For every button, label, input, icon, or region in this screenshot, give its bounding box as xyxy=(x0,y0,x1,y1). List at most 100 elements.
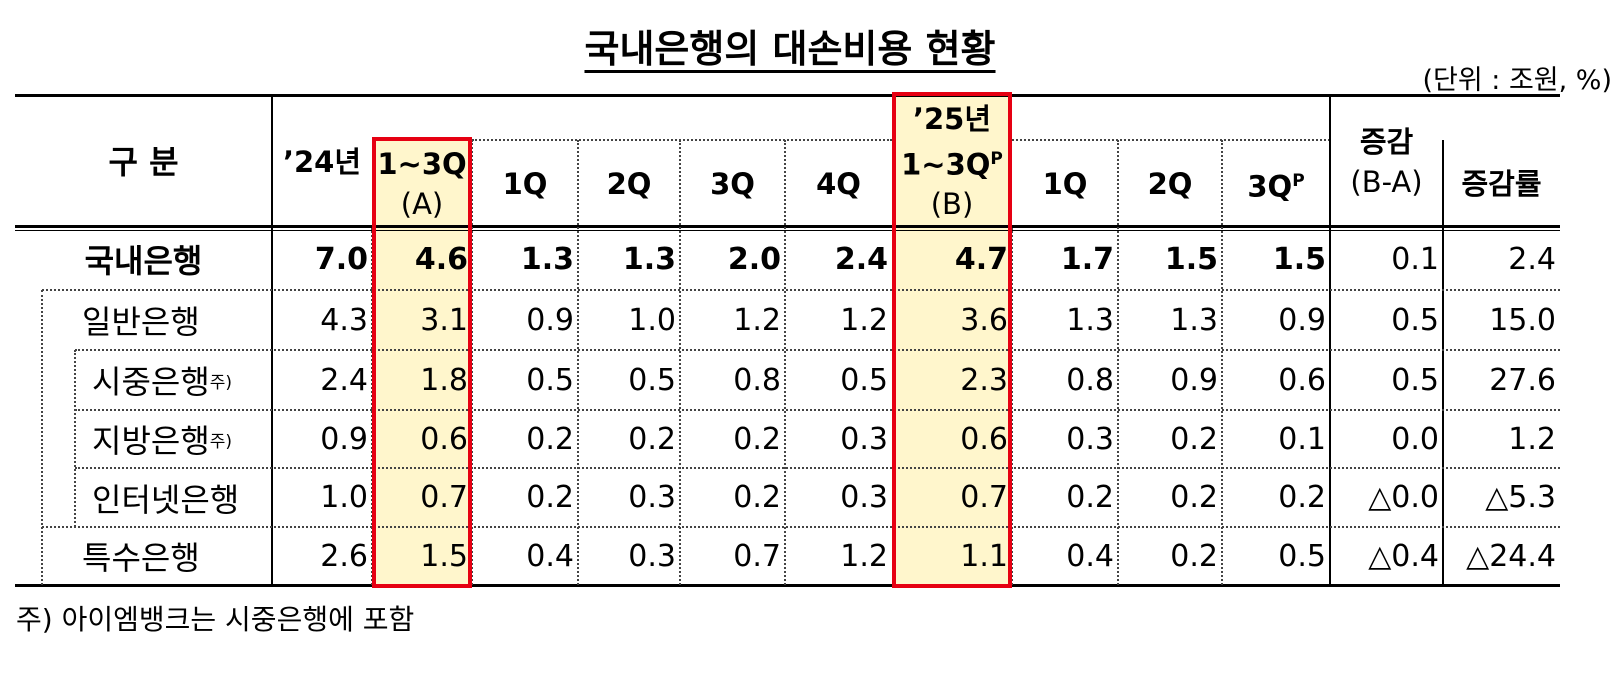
rule xyxy=(75,349,1560,351)
value-cell: 0.5 xyxy=(526,362,574,398)
value-cell: 1.3 xyxy=(520,241,574,277)
header-text: 1~3Q xyxy=(377,147,467,181)
header-cell: ’24년 xyxy=(272,95,372,228)
value-cell: 1.0 xyxy=(628,302,676,338)
header-line: (B-A) xyxy=(1350,162,1422,202)
rule xyxy=(41,290,43,585)
value-cell: 1.2 xyxy=(733,302,781,338)
header-cell: 증감률 xyxy=(1443,140,1560,228)
rule xyxy=(15,584,1560,587)
header-line: 증감 xyxy=(1360,122,1413,162)
value-cell: 0.8 xyxy=(733,362,781,398)
value-cell: 2.4 xyxy=(834,241,888,277)
header-text: 3Q xyxy=(710,167,755,201)
value-cell: △5.3 xyxy=(1485,480,1556,515)
rule xyxy=(1011,228,1013,585)
row-label: 일반은행 xyxy=(82,290,272,350)
header-sup: P xyxy=(990,148,1003,169)
header-text: 4Q xyxy=(816,167,861,201)
header-line: 3Q xyxy=(710,164,755,204)
value-cell: 1.5 xyxy=(1164,241,1218,277)
header-line: 1Q xyxy=(1043,164,1088,204)
value-cell: 0.3 xyxy=(840,480,888,515)
header-line: 증감률 xyxy=(1461,164,1541,204)
rule xyxy=(1221,140,1223,585)
value-cell: 1.2 xyxy=(840,538,888,574)
unit: (단위 : 조원, %) xyxy=(1422,65,1612,96)
value-cell: 1.1 xyxy=(960,538,1008,574)
rule xyxy=(1012,139,1330,141)
value-cell: 1.8 xyxy=(420,362,468,398)
value-cell: 4.6 xyxy=(414,241,468,277)
row-label-text: 특수은행 xyxy=(82,539,200,577)
value-cell: 0.0 xyxy=(1391,421,1439,457)
header-line: ’24년 xyxy=(283,142,361,182)
row-note: 주) xyxy=(209,372,233,393)
header-text: (B-A) xyxy=(1350,164,1423,199)
header-text: 3Q xyxy=(1247,169,1293,204)
rule xyxy=(15,225,1560,228)
header-text: 1Q xyxy=(1042,167,1088,201)
title: 국내은행의 대손비용 현황 xyxy=(0,18,1580,73)
value-cell: 2.4 xyxy=(320,362,368,398)
value-cell: 0.7 xyxy=(733,538,781,574)
rule xyxy=(1329,95,1331,585)
footnote: 주) 아이엠뱅크는 시중은행에 포함 xyxy=(16,603,415,636)
header-line: (A) xyxy=(401,184,443,224)
row-label-text: 국내은행 xyxy=(84,242,203,280)
header-cell: 증감 (B-A) xyxy=(1330,95,1443,228)
header-cell: 3QP xyxy=(1222,140,1330,228)
header-text: (B) xyxy=(930,187,974,222)
value-cell: 1.0 xyxy=(320,480,368,515)
value-cell: 0.7 xyxy=(960,480,1008,515)
value-cell: 0.9 xyxy=(1170,362,1218,398)
header-line: 3QP xyxy=(1247,161,1304,207)
highlight-box xyxy=(372,137,472,588)
value-cell: 0.9 xyxy=(526,302,574,338)
rule xyxy=(1442,140,1444,585)
rule xyxy=(679,140,681,585)
value-cell: 7.0 xyxy=(314,241,368,277)
rule xyxy=(15,94,1560,97)
row-label: 시중은행 주) xyxy=(92,350,272,410)
rule xyxy=(471,140,473,585)
rule xyxy=(42,289,1560,291)
highlight xyxy=(372,140,472,585)
row-label: 특수은행 xyxy=(82,527,272,585)
highlight-box xyxy=(892,92,1012,588)
row-label: 국내은행 xyxy=(15,228,272,290)
value-cell: 0.7 xyxy=(420,480,468,515)
title-text: 국내은행의 대손비용 현황 xyxy=(584,27,996,71)
value-cell: 0.3 xyxy=(628,538,676,574)
rule xyxy=(75,409,1560,411)
value-cell: 0.2 xyxy=(1170,421,1218,457)
value-cell: 15.0 xyxy=(1489,302,1556,338)
value-cell: 1.7 xyxy=(1060,241,1114,277)
header-text: 1~3Q xyxy=(901,147,991,182)
header-text: ’24년 xyxy=(282,144,362,179)
value-cell: 0.2 xyxy=(1170,480,1218,515)
header-line: 1Q xyxy=(503,164,548,204)
header-cell: 1Q xyxy=(472,140,578,228)
value-cell: 27.6 xyxy=(1489,362,1556,398)
header-text: (A) xyxy=(400,187,444,221)
value-cell: 0.8 xyxy=(1066,362,1114,398)
header-text: 2Q xyxy=(1147,167,1193,201)
row-label-text: 일반은행 xyxy=(82,303,200,341)
rule xyxy=(1117,140,1119,585)
value-cell: 0.2 xyxy=(1170,538,1218,574)
header-category: 구 분 xyxy=(108,142,179,181)
header-line: 4Q xyxy=(816,164,861,204)
value-cell: △0.4 xyxy=(1368,538,1439,574)
value-cell: 2.3 xyxy=(960,362,1008,398)
header-line: 2Q xyxy=(1148,164,1193,204)
header-line: 2Q xyxy=(607,164,652,204)
header-cell: 3Q xyxy=(680,140,785,228)
value-cell: 0.3 xyxy=(628,480,676,515)
rule xyxy=(42,526,1560,528)
value-cell: 2.0 xyxy=(727,241,781,277)
rule xyxy=(74,350,76,527)
header-cell: 4Q xyxy=(785,140,892,228)
value-cell: 0.4 xyxy=(526,538,574,574)
